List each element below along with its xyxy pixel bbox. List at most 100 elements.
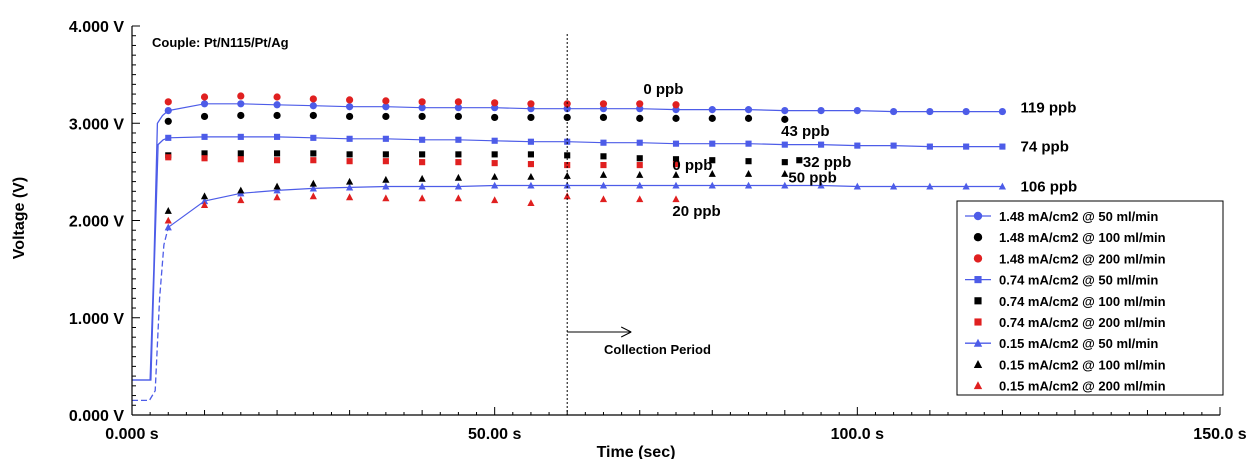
data-point-series-5 <box>237 150 244 157</box>
ppb-annotation: 0 ppb <box>643 81 683 98</box>
data-point-series-8 <box>346 177 354 185</box>
data-point-series-1 <box>164 107 172 115</box>
data-point-series-4 <box>455 136 462 143</box>
data-point-series-4 <box>201 133 208 140</box>
x-tick-label: 100.0 s <box>831 426 884 443</box>
data-point-series-7 <box>781 181 789 189</box>
data-point-series-3 <box>309 95 317 103</box>
data-point-series-9 <box>418 194 426 202</box>
legend-box <box>956 200 1224 396</box>
legend-label: 1.48 mA/cm2 @ 100 ml/min <box>999 230 1166 245</box>
data-point-series-7 <box>817 181 825 189</box>
data-point-series-7 <box>491 181 499 189</box>
data-point-series-1 <box>309 102 317 110</box>
ppb-annotation: 50 ppb <box>788 170 836 187</box>
ppb-annotation: 106 ppb <box>1021 178 1078 195</box>
data-point-series-3 <box>454 98 462 106</box>
legend: 1.48 mA/cm2 @ 50 ml/min 1.48 mA/cm2 @ 100… <box>956 200 1224 396</box>
data-point-series-2 <box>309 111 317 120</box>
arrow-head-icon <box>620 326 632 338</box>
data-point-series-1 <box>454 104 462 112</box>
data-point-series-1 <box>817 107 825 115</box>
data-point-series-5 <box>382 151 389 158</box>
data-point-series-3 <box>200 93 209 101</box>
data-point-series-8 <box>200 192 209 200</box>
data-point-series-1 <box>273 101 281 109</box>
data-point-series-2 <box>781 115 789 123</box>
data-point-series-8 <box>491 172 499 180</box>
data-point-series-6 <box>455 159 462 166</box>
series-line-4 <box>168 136 1003 148</box>
data-point-series-7 <box>418 182 426 190</box>
data-point-series-6 <box>491 160 498 167</box>
data-point-series-5 <box>346 151 353 158</box>
data-point-series-6 <box>346 158 353 165</box>
data-point-series-2 <box>346 112 354 121</box>
legend-marker <box>973 254 983 263</box>
legend-item: 0.74 mA/cm2 @ 50 ml/min <box>965 273 1158 288</box>
data-point-series-7 <box>926 182 934 190</box>
ppb-annotation: 32 ppb <box>803 154 851 171</box>
data-point-series-4 <box>636 139 643 146</box>
x-axis-label: Time (sec) <box>597 444 676 459</box>
data-point-series-6 <box>165 154 172 161</box>
data-point-series-3 <box>599 100 608 108</box>
ppb-annotation: 20 ppb <box>672 203 720 220</box>
data-point-series-1 <box>853 107 861 115</box>
data-point-series-7 <box>853 182 861 190</box>
data-point-series-6 <box>382 158 389 165</box>
data-point-series-2 <box>599 113 608 122</box>
series-markers <box>164 92 1007 231</box>
data-point-series-6 <box>310 157 317 164</box>
y-tick-label: 4.000 V <box>69 19 124 36</box>
x-tick-label: 0.000 s <box>105 426 158 443</box>
data-point-series-5 <box>310 150 317 157</box>
data-point-series-4 <box>709 140 716 147</box>
data-point-series-8 <box>744 170 753 177</box>
ppb-annotation: 43 ppb <box>781 123 829 140</box>
data-point-series-4 <box>963 143 970 150</box>
data-point-series-1 <box>708 106 716 114</box>
data-point-series-4 <box>165 134 172 141</box>
legend-item: 0.74 mA/cm2 @ 200 ml/min <box>974 315 1166 330</box>
data-point-series-7 <box>346 183 354 191</box>
series-line-1 <box>168 103 1003 113</box>
data-point-series-7 <box>636 181 644 189</box>
legend-marker <box>974 297 982 305</box>
data-point-series-1 <box>200 100 209 108</box>
data-point-series-7 <box>309 184 317 192</box>
data-point-series-3 <box>636 100 644 108</box>
data-point-series-6 <box>600 162 607 169</box>
data-point-series-2 <box>672 114 680 122</box>
data-point-series-4 <box>672 140 680 147</box>
legend-label: 0.74 mA/cm2 @ 200 ml/min <box>999 315 1166 330</box>
y-tick-label: 0.000 V <box>69 408 124 425</box>
data-point-series-3 <box>164 98 172 106</box>
y-tick-label: 3.000 V <box>69 116 124 133</box>
startup-transient-line <box>132 227 169 402</box>
data-point-series-5 <box>745 158 752 165</box>
data-point-series-1 <box>418 104 426 112</box>
data-point-series-5 <box>672 156 680 163</box>
data-point-series-6 <box>237 156 244 163</box>
data-point-series-5 <box>455 151 462 158</box>
data-point-series-9 <box>599 195 608 203</box>
data-point-series-8 <box>382 175 390 183</box>
ppb-annotation: 0 ppb <box>672 157 712 174</box>
data-point-series-8 <box>309 179 317 187</box>
startup-transient-line <box>132 110 169 381</box>
data-point-series-4 <box>781 141 788 148</box>
data-point-series-1 <box>346 103 354 111</box>
data-point-series-6 <box>636 162 643 169</box>
data-point-series-7 <box>382 182 390 190</box>
data-point-series-1 <box>237 100 245 108</box>
legend-marker <box>974 318 982 326</box>
chart-text: Couple: Pt/N115/Pt/Ag Time (sec) Voltage… <box>11 35 711 459</box>
data-point-series-1 <box>781 107 789 115</box>
data-point-series-2 <box>273 111 281 120</box>
data-point-series-9 <box>491 196 499 204</box>
data-point-series-3 <box>382 97 390 105</box>
data-point-series-8 <box>672 171 680 178</box>
data-point-series-4 <box>237 133 244 140</box>
